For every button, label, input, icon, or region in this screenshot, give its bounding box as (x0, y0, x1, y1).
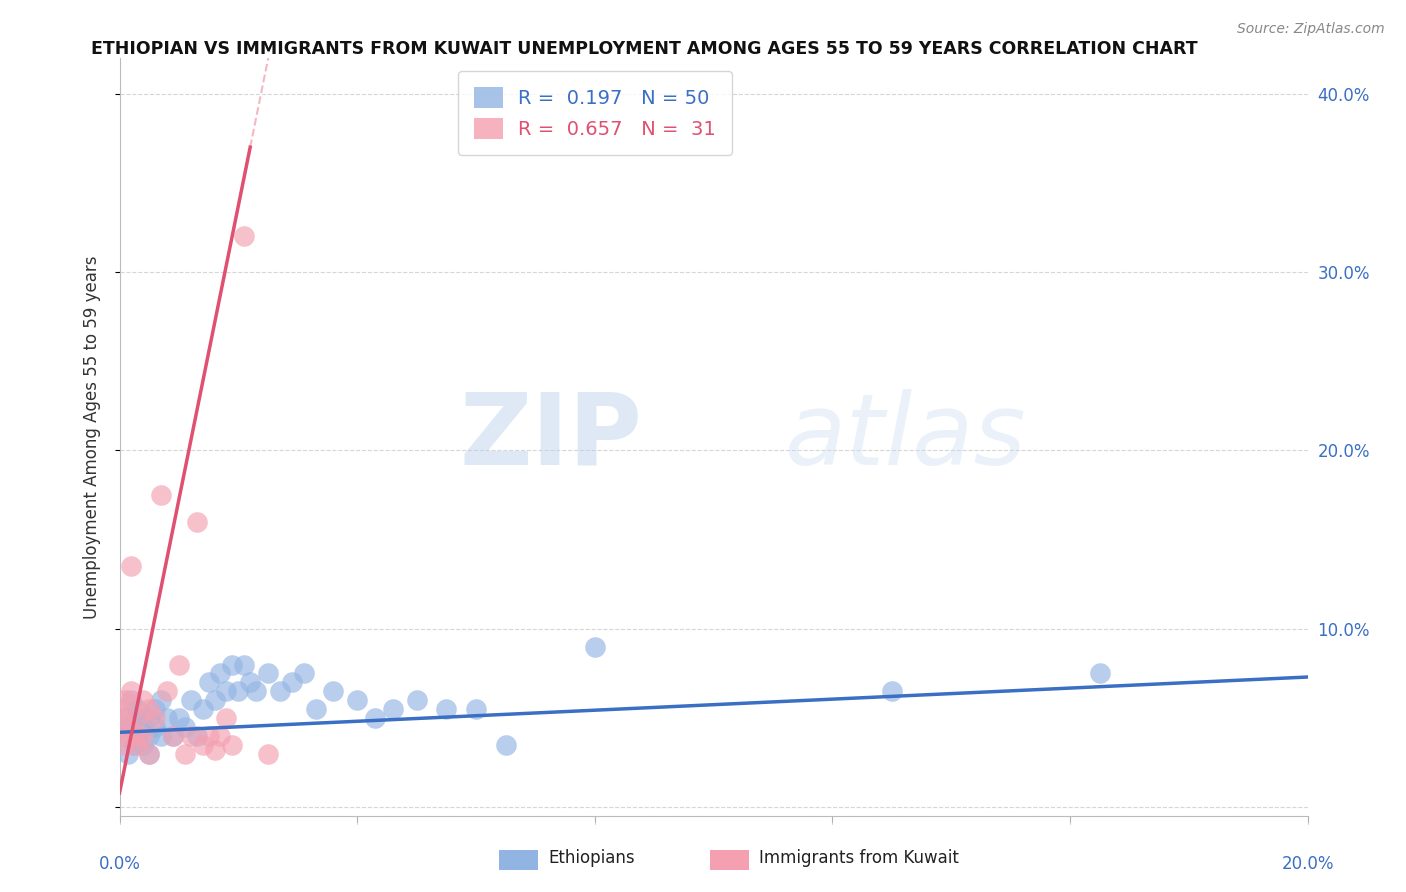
Point (138, 747, 160, 761)
Point (197, 729, 219, 743)
Point (257, 666, 280, 681)
Point (138, 729, 160, 743)
Point (162, 729, 184, 743)
Point (269, 684, 291, 698)
Point (150, 488, 173, 502)
Text: 20.0%: 20.0% (1281, 855, 1334, 873)
Text: ZIP: ZIP (460, 389, 643, 485)
Point (132, 738, 155, 752)
Point (281, 675, 304, 690)
Point (110, 711, 132, 725)
Point (124, 738, 146, 752)
Point (221, 657, 243, 672)
Point (346, 693, 368, 707)
Point (156, 711, 179, 725)
Point (204, 743, 226, 757)
Point (173, 720, 195, 734)
Point (150, 693, 173, 707)
Point (233, 657, 256, 672)
Point (143, 711, 166, 725)
Point (173, 747, 195, 761)
Point (204, 693, 226, 707)
Point (111, 729, 134, 743)
Point (143, 720, 166, 734)
Point (191, 738, 214, 752)
Point (495, 738, 517, 752)
Point (127, 729, 149, 743)
Point (186, 729, 208, 743)
Point (127, 711, 149, 725)
Point (209, 666, 232, 681)
Point (186, 515, 208, 529)
Point (117, 720, 139, 734)
Point (114, 693, 136, 707)
Point (111, 729, 134, 743)
Point (245, 684, 267, 698)
Point (292, 666, 315, 681)
Point (180, 693, 202, 707)
Point (257, 747, 280, 761)
Point (162, 729, 184, 743)
Point (209, 729, 232, 743)
Point (583, 640, 606, 654)
Point (405, 693, 427, 707)
Point (114, 738, 136, 752)
Point (138, 747, 160, 761)
Point (138, 702, 160, 716)
Point (132, 693, 155, 707)
Point (180, 729, 202, 743)
Point (120, 559, 142, 574)
Y-axis label: Unemployment Among Ages 55 to 59 years: Unemployment Among Ages 55 to 59 years (83, 255, 101, 619)
Point (127, 702, 149, 716)
Point (880, 684, 903, 698)
Point (191, 702, 214, 716)
Point (150, 729, 173, 743)
Point (127, 729, 149, 743)
Point (233, 229, 256, 244)
Point (167, 657, 190, 672)
Point (239, 675, 262, 690)
Point (112, 702, 135, 716)
Point (197, 675, 219, 690)
Text: 0.0%: 0.0% (98, 855, 141, 873)
Legend: R =  0.197   N = 50, R =  0.657   N =  31: R = 0.197 N = 50, R = 0.657 N = 31 (458, 71, 731, 154)
Point (120, 720, 142, 734)
Point (228, 684, 250, 698)
Text: Immigrants from Kuwait: Immigrants from Kuwait (759, 849, 959, 867)
Point (304, 702, 326, 716)
Point (221, 738, 243, 752)
Point (114, 711, 136, 725)
Point (132, 729, 155, 743)
Point (322, 684, 344, 698)
Point (143, 702, 166, 716)
Point (215, 711, 238, 725)
Point (120, 693, 142, 707)
Point (1088, 666, 1111, 681)
Point (167, 711, 190, 725)
Point (132, 720, 155, 734)
Text: Source: ZipAtlas.com: Source: ZipAtlas.com (1237, 22, 1385, 37)
Point (434, 702, 457, 716)
Point (117, 747, 139, 761)
Point (464, 702, 488, 716)
Point (127, 711, 149, 725)
Point (127, 738, 149, 752)
Point (138, 711, 160, 725)
Text: atlas: atlas (785, 389, 1026, 485)
Point (120, 684, 142, 698)
Text: ETHIOPIAN VS IMMIGRANTS FROM KUWAIT UNEMPLOYMENT AMONG AGES 55 TO 59 YEARS CORRE: ETHIOPIAN VS IMMIGRANTS FROM KUWAIT UNEM… (91, 40, 1198, 58)
Point (381, 702, 404, 716)
Point (364, 711, 387, 725)
Point (215, 684, 238, 698)
Text: Ethiopians: Ethiopians (548, 849, 636, 867)
Point (156, 684, 179, 698)
